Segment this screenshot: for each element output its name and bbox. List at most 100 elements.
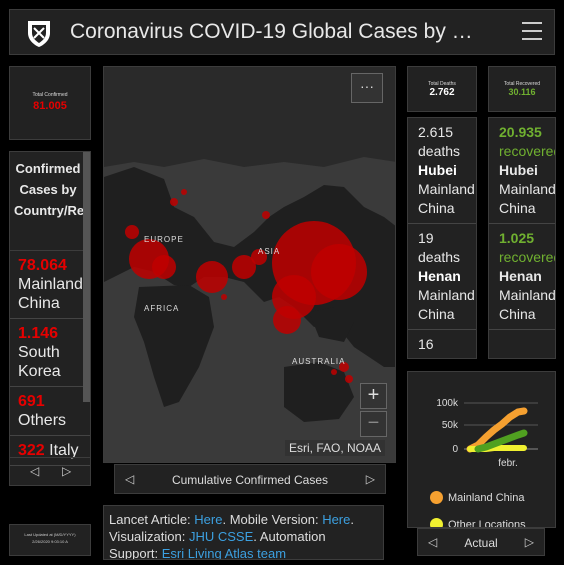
- lancet-article-link[interactable]: Here: [194, 512, 223, 527]
- info-text-panel: Lancet Article: Here. Mobile Version: He…: [103, 505, 384, 560]
- death-count: 16: [418, 336, 434, 352]
- legend-item[interactable]: Other Locations: [430, 518, 526, 528]
- country-list-item[interactable]: 1.146 South Korea: [10, 319, 90, 387]
- chevron-right-icon[interactable]: ▷: [62, 464, 72, 478]
- legend-dot-icon: [430, 518, 443, 527]
- total-deaths-value: 2.762: [429, 87, 455, 98]
- visualization-link[interactable]: JHU CSSE: [188, 529, 254, 544]
- map-tab-label[interactable]: Cumulative Confirmed Cases: [171, 473, 329, 487]
- confirmed-count: 691: [18, 393, 45, 410]
- total-deaths-label: Total Deaths: [428, 81, 456, 87]
- jhu-shield-logo: [28, 21, 50, 47]
- chevron-right-icon[interactable]: ▷: [365, 472, 375, 486]
- province-name: Henan: [418, 268, 461, 284]
- deaths-list: 2.615 deaths Hubei Mainland China 19 dea…: [407, 117, 477, 359]
- map-label-africa: AFRICA: [144, 304, 180, 313]
- country-name: Italy: [44, 442, 79, 459]
- recovered-list-item[interactable]: 20.935 recovered Hubei Mainland China: [489, 118, 555, 224]
- series-mainland-china: [466, 407, 528, 453]
- total-confirmed-value: 81.005: [33, 100, 67, 112]
- chevron-left-icon[interactable]: ◁: [125, 472, 135, 486]
- province-name: Hubei: [499, 162, 538, 178]
- death-unit: deaths: [418, 143, 461, 159]
- confirmed-by-country-list: Confirmed Cases by Country/Region 78.064…: [9, 151, 91, 486]
- recovered-unit: recovered: [499, 143, 555, 159]
- zoom-in-button[interactable]: +: [360, 383, 387, 409]
- chevron-right-icon[interactable]: ▷: [524, 535, 534, 549]
- y-tick-label: 50k: [442, 420, 459, 431]
- cases-chart-panel: 100k 50k 0 febr. Mainland China Other Lo…: [407, 371, 556, 528]
- death-count: 19: [418, 230, 434, 246]
- region-name: Mainland China: [499, 181, 555, 216]
- last-updated-label: Last Updated at (M/D/YYYY): [24, 532, 76, 537]
- page-title: Coronavirus COVID-19 Global Cases by …: [70, 20, 473, 43]
- country-name: Others: [18, 412, 67, 429]
- legend-label: Mainland China: [448, 492, 525, 504]
- map-attribution: Esri, FAO, NOAA: [284, 440, 385, 456]
- total-confirmed-panel: Total Confirmed 81.005: [9, 66, 91, 140]
- region-name: Mainland China: [418, 287, 475, 322]
- deaths-list-item[interactable]: 16 deaths: [408, 330, 476, 358]
- map-label-asia: ASIA: [258, 247, 281, 256]
- death-unit: deaths: [418, 249, 461, 265]
- legend-dot-icon: [430, 491, 443, 504]
- chevron-left-icon[interactable]: ◁: [30, 464, 40, 478]
- recovered-list: 20.935 recovered Hubei Mainland China 1.…: [488, 117, 556, 359]
- chart-tab-label[interactable]: Actual: [464, 536, 498, 550]
- country-list-item[interactable]: 78.064 Mainland China: [10, 251, 90, 319]
- total-deaths-panel: Total Deaths 2.762: [407, 66, 477, 112]
- total-recovered-value: 30.116: [508, 87, 536, 97]
- country-list-item[interactable]: 691 Others: [10, 387, 90, 436]
- region-name: Mainland China: [499, 287, 555, 322]
- country-name: South Korea: [18, 344, 61, 380]
- zoom-out-button[interactable]: −: [360, 411, 387, 437]
- country-list-heading: Confirmed Cases by Country/Region: [10, 152, 90, 251]
- recovered-count: 1.025: [499, 230, 535, 246]
- mobile-version-link[interactable]: Here: [322, 512, 351, 527]
- country-name: Mainland China: [18, 276, 83, 312]
- legend-item[interactable]: Mainland China: [430, 491, 525, 504]
- info-text: . Automation Support:: [109, 529, 326, 560]
- province-name: Hubei: [418, 162, 457, 178]
- recovered-count: 20.935: [499, 124, 542, 140]
- deaths-list-item[interactable]: 19 deaths Henan Mainland China: [408, 224, 476, 330]
- confirmed-count: 322: [18, 442, 45, 459]
- chart-tab-bar: ◁ Actual ▷: [417, 528, 545, 556]
- last-updated-panel: Last Updated at (M/D/YYYY) 2/26/2020 9:0…: [9, 524, 91, 556]
- hamburger-menu-icon[interactable]: [522, 22, 542, 40]
- cases-chart: 100k 50k 0 febr.: [436, 398, 538, 469]
- header-bar: Coronavirus COVID-19 Global Cases by …: [9, 9, 555, 55]
- province-name: Henan: [499, 268, 542, 284]
- info-text: . Visualization:: [109, 512, 354, 544]
- recovered-unit: recovered: [499, 249, 555, 265]
- chevron-left-icon[interactable]: ◁: [428, 535, 438, 549]
- y-tick-label: 0: [452, 444, 458, 455]
- list-scrollbar[interactable]: [83, 152, 90, 402]
- map-tab-bar: ◁ Cumulative Confirmed Cases ▷: [114, 464, 386, 494]
- automation-support-link[interactable]: Esri Living Atlas team: [161, 546, 287, 560]
- country-list-pager: ◁ ▷: [10, 457, 90, 485]
- total-recovered-panel: Total Recovered 30.116: [488, 66, 556, 112]
- region-name: Mainland China: [418, 181, 475, 216]
- world-map[interactable]: EUROPE ASIA AFRICA AUSTRALIA ··· + − Esr…: [103, 66, 396, 463]
- y-tick-label: 100k: [436, 398, 459, 409]
- legend-label: Other Locations: [448, 519, 526, 528]
- info-text: Lancet Article:: [109, 512, 195, 527]
- map-label-australia: AUSTRALIA: [292, 357, 346, 366]
- deaths-list-item[interactable]: 2.615 deaths Hubei Mainland China: [408, 118, 476, 224]
- death-count: 2.615: [418, 124, 454, 140]
- info-text: . Mobile Version:: [222, 512, 323, 527]
- confirmed-count: 78.064: [18, 257, 67, 274]
- map-label-europe: EUROPE: [144, 235, 184, 244]
- recovered-list-item[interactable]: 1.025 recovered Henan Mainland China: [489, 224, 555, 330]
- map-canvas: [104, 67, 395, 462]
- more-options-icon[interactable]: ···: [351, 73, 383, 103]
- series-recovered: [474, 429, 528, 453]
- last-updated-value: 2/26/2020 9:03:10 A: [32, 539, 68, 544]
- death-unit: deaths: [418, 355, 460, 358]
- total-recovered-label: Total Recovered: [503, 81, 541, 87]
- x-tick-label: febr.: [498, 458, 517, 469]
- confirmed-count: 1.146: [18, 325, 59, 342]
- total-confirmed-label: Total Confirmed: [32, 92, 68, 98]
- country-list-item[interactable]: 322 Italy: [10, 436, 90, 466]
